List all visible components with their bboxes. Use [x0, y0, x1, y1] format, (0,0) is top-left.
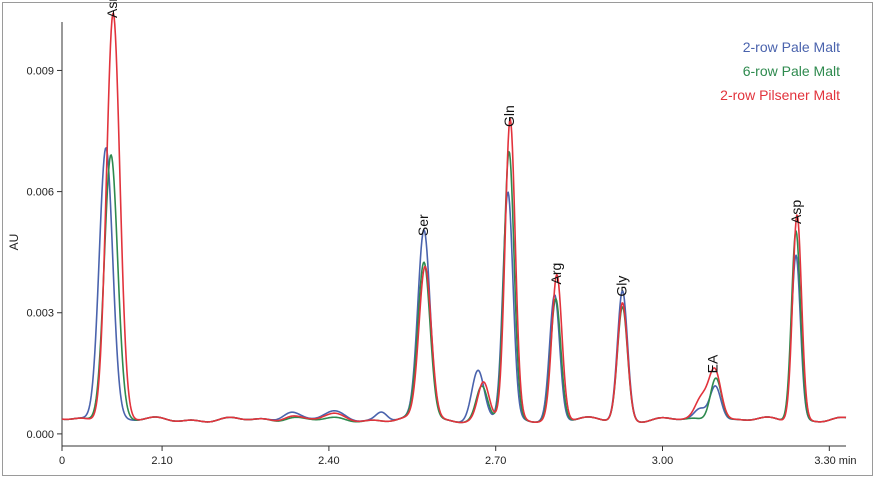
peak-label-gln: Gln	[501, 105, 517, 127]
peak-labels: Asn Ser Gln Arg Gly EA Asp	[104, 0, 804, 373]
x-tick-label: 3.00	[652, 455, 673, 467]
x-tick-label: 2.40	[318, 455, 339, 467]
x-tick-label: 3.30 min	[814, 455, 856, 467]
x-tick-label: 2.10	[151, 455, 172, 467]
peak-label-ser: Ser	[415, 214, 431, 236]
x-axis-ticks: 0 2.10 2.40 2.70 3.00 3.30 min	[59, 446, 857, 467]
x-tick-label: 2.70	[485, 455, 506, 467]
peak-label-ea: EA	[705, 354, 721, 373]
y-tick-label: 0.003	[26, 308, 54, 320]
peak-label-asp: Asp	[788, 200, 804, 224]
peak-label-arg: Arg	[548, 263, 564, 285]
y-axis-title: AU	[7, 234, 21, 251]
y-tick-label: 0.000	[26, 429, 54, 441]
series-layer	[61, 12, 847, 424]
series-line-2-row-pilsener-malt	[61, 12, 847, 424]
y-tick-label: 0.006	[26, 187, 54, 199]
axes: 0 2.10 2.40 2.70 3.00 3.30 min 0.0000.0030.00…	[7, 22, 857, 467]
y-axis-ticks: 0.000 0.003 0.006 0.009	[26, 65, 62, 441]
legend-entry: 2-row Pilsener Malt	[720, 87, 840, 103]
legend-entry: 2-row Pale Malt	[743, 39, 840, 55]
legend: 2-row Pale Malt 6-row Pale Malt 2-row Pils…	[720, 39, 840, 103]
y-tick-label: 0.009	[26, 65, 54, 77]
x-tick-label: 0	[59, 455, 65, 467]
series-line-6-row-pale-malt	[61, 150, 847, 424]
peak-label-asn: Asn	[104, 0, 120, 18]
legend-entry: 6-row Pale Malt	[743, 63, 840, 79]
series-line-2-row-pale-malt	[61, 147, 847, 423]
peak-label-gly: Gly	[613, 276, 629, 297]
